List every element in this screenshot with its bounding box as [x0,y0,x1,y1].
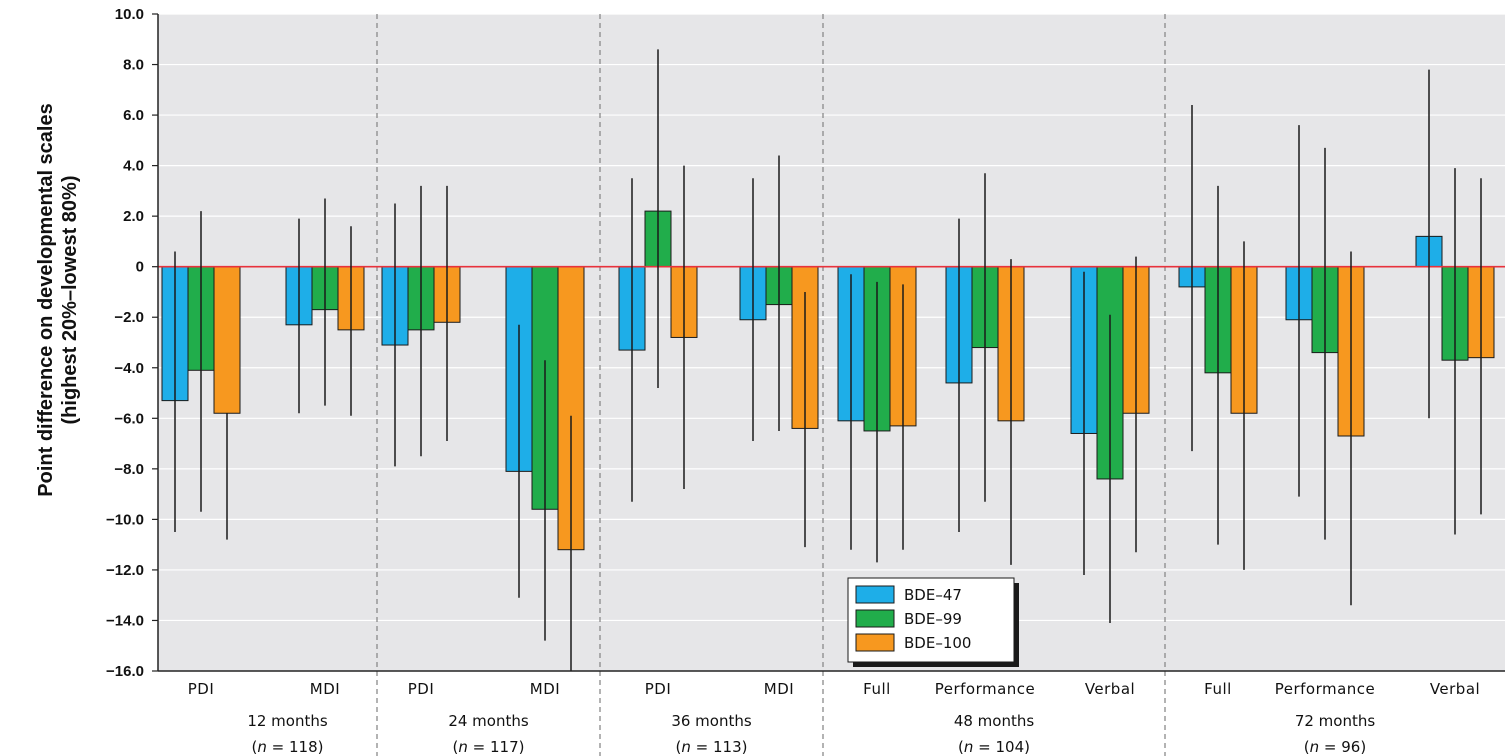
category-label: PDI [645,680,672,698]
category-label: Performance [935,680,1036,698]
legend-label: BDE–99 [904,610,962,628]
category-label: Verbal [1430,680,1480,698]
group-n-label: (n = 104) [958,738,1030,756]
group-label: 24 months [448,712,529,730]
group-separators [376,14,1166,756]
labels: 10.0 8.0 6.0 4.0 2.0 0 −2.0 −4.0 −6.0 −8.0 −10.0 −1… [106,6,1480,756]
error-bars [174,49,1482,671]
legend-swatch [855,585,895,604]
category-label: Full [863,680,891,698]
category-label: MDI [530,680,560,698]
group-n-label: (n = 113) [676,738,748,756]
group-label: 36 months [671,712,752,730]
y-tick-label: −6.0 [114,410,144,427]
legend-swatch [855,633,895,652]
y-tick-label: 6.0 [123,107,144,124]
y-tick-label: −14.0 [106,612,144,629]
y-tick-label: 4.0 [123,158,144,175]
axes [152,13,1505,672]
y-tick-label: −4.0 [114,360,144,377]
y-tick-label: −12.0 [106,562,144,579]
group-n-label: (n = 117) [453,738,525,756]
y-tick-label: −16.0 [106,663,144,680]
legend: BDE–47 BDE–99 BDE–100 [847,577,1019,667]
group-n-label: (n = 118) [252,738,324,756]
y-tick-label: −10.0 [106,511,144,528]
y-tick-label: 0 [136,259,144,276]
bar [213,266,241,414]
legend-label: BDE–100 [904,634,971,652]
category-label: MDI [310,680,340,698]
category-label: MDI [764,680,794,698]
category-label: PDI [188,680,215,698]
plot-area [158,14,1505,671]
category-label: Verbal [1085,680,1135,698]
plot-background [158,14,1505,671]
y-axis-title: Point difference on developmental scales… [35,103,81,496]
y-tick-label: −8.0 [114,461,144,478]
y-tick-label: 10.0 [115,6,144,23]
y-axis-label-line2: (highest 20%–lowest 80%) [59,176,81,425]
y-tick-label: 8.0 [123,57,144,74]
category-label: Performance [1275,680,1376,698]
legend-label: BDE–47 [904,586,962,604]
group-label: 48 months [954,712,1035,730]
category-label: PDI [408,680,435,698]
y-tick-label: −2.0 [114,309,144,326]
group-label: 12 months [247,712,328,730]
y-tick-label: 2.0 [123,208,144,225]
category-label: Full [1204,680,1232,698]
group-label: 72 months [1295,712,1376,730]
legend-swatch [855,609,895,628]
group-n-label: (n = 96) [1304,738,1366,756]
y-axis-label-line1: Point difference on developmental scales [35,103,57,496]
